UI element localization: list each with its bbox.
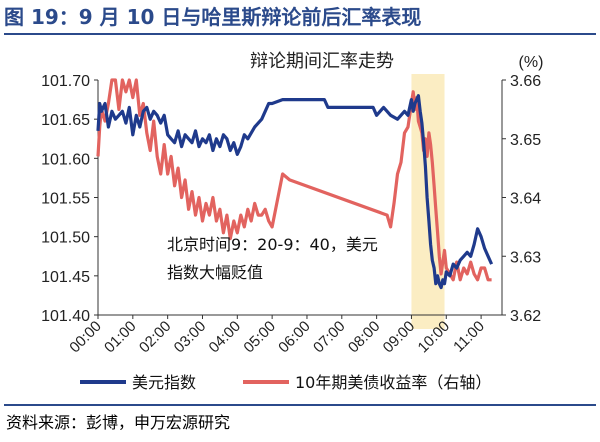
source-note: 资料来源：彭博，申万宏源研究: [6, 413, 231, 432]
right-tick-label: 3.66: [510, 73, 541, 90]
chart-lines: [96, 78, 494, 290]
series-line-dollar-index: [96, 94, 494, 290]
right-tick-label: 3.64: [510, 191, 541, 208]
left-tick-label: 101.55: [41, 191, 90, 208]
chart-axes: 101.70 101.65 101.60 101.55 101.50 101.45 101.…: [41, 73, 541, 356]
x-tick-label: 07:00: [310, 318, 349, 357]
chart-legend: 美元指数 10年期美债收益率（右轴）: [80, 373, 491, 392]
right-tick-label: 3.65: [510, 132, 541, 149]
left-tick-label: 101.50: [41, 230, 90, 247]
x-tick-label: 05:00: [240, 318, 279, 357]
x-tick-label: 04:00: [206, 318, 245, 357]
series-line-10y-yield: [96, 78, 492, 282]
right-tick-label: 3.62: [510, 308, 541, 325]
left-tick-label: 101.70: [41, 73, 90, 90]
annotation-line-2: 指数大幅贬值: [167, 263, 263, 282]
right-axis-unit: (%): [519, 54, 544, 71]
source-rule: [4, 404, 596, 406]
left-tick-label: 101.60: [41, 151, 90, 168]
left-tick-label: 101.40: [41, 308, 90, 325]
x-tick-label: 08:00: [345, 318, 384, 357]
legend-label-dxy: 美元指数: [132, 373, 196, 392]
chart-title: 辩论期间汇率走势: [250, 51, 394, 71]
x-tick-label: 01:00: [101, 318, 140, 357]
annotation-line-1: 北京时间9：20-9：40，美元: [167, 235, 378, 254]
right-tick-label: 3.63: [510, 249, 541, 266]
left-tick-label: 101.45: [41, 269, 90, 286]
x-tick-label: 03:00: [171, 318, 210, 357]
left-tick-label: 101.65: [41, 112, 90, 129]
legend-label-yield: 10年期美债收益率（右轴）: [295, 373, 491, 392]
title-rule: [4, 33, 596, 35]
x-tick-label: 02:00: [136, 318, 175, 357]
figure-title: 图 19：9 月 10 日与哈里斯辩论前后汇率表现: [4, 5, 422, 29]
x-tick-label: 11:00: [450, 318, 488, 356]
x-tick-label: 06:00: [275, 318, 314, 357]
